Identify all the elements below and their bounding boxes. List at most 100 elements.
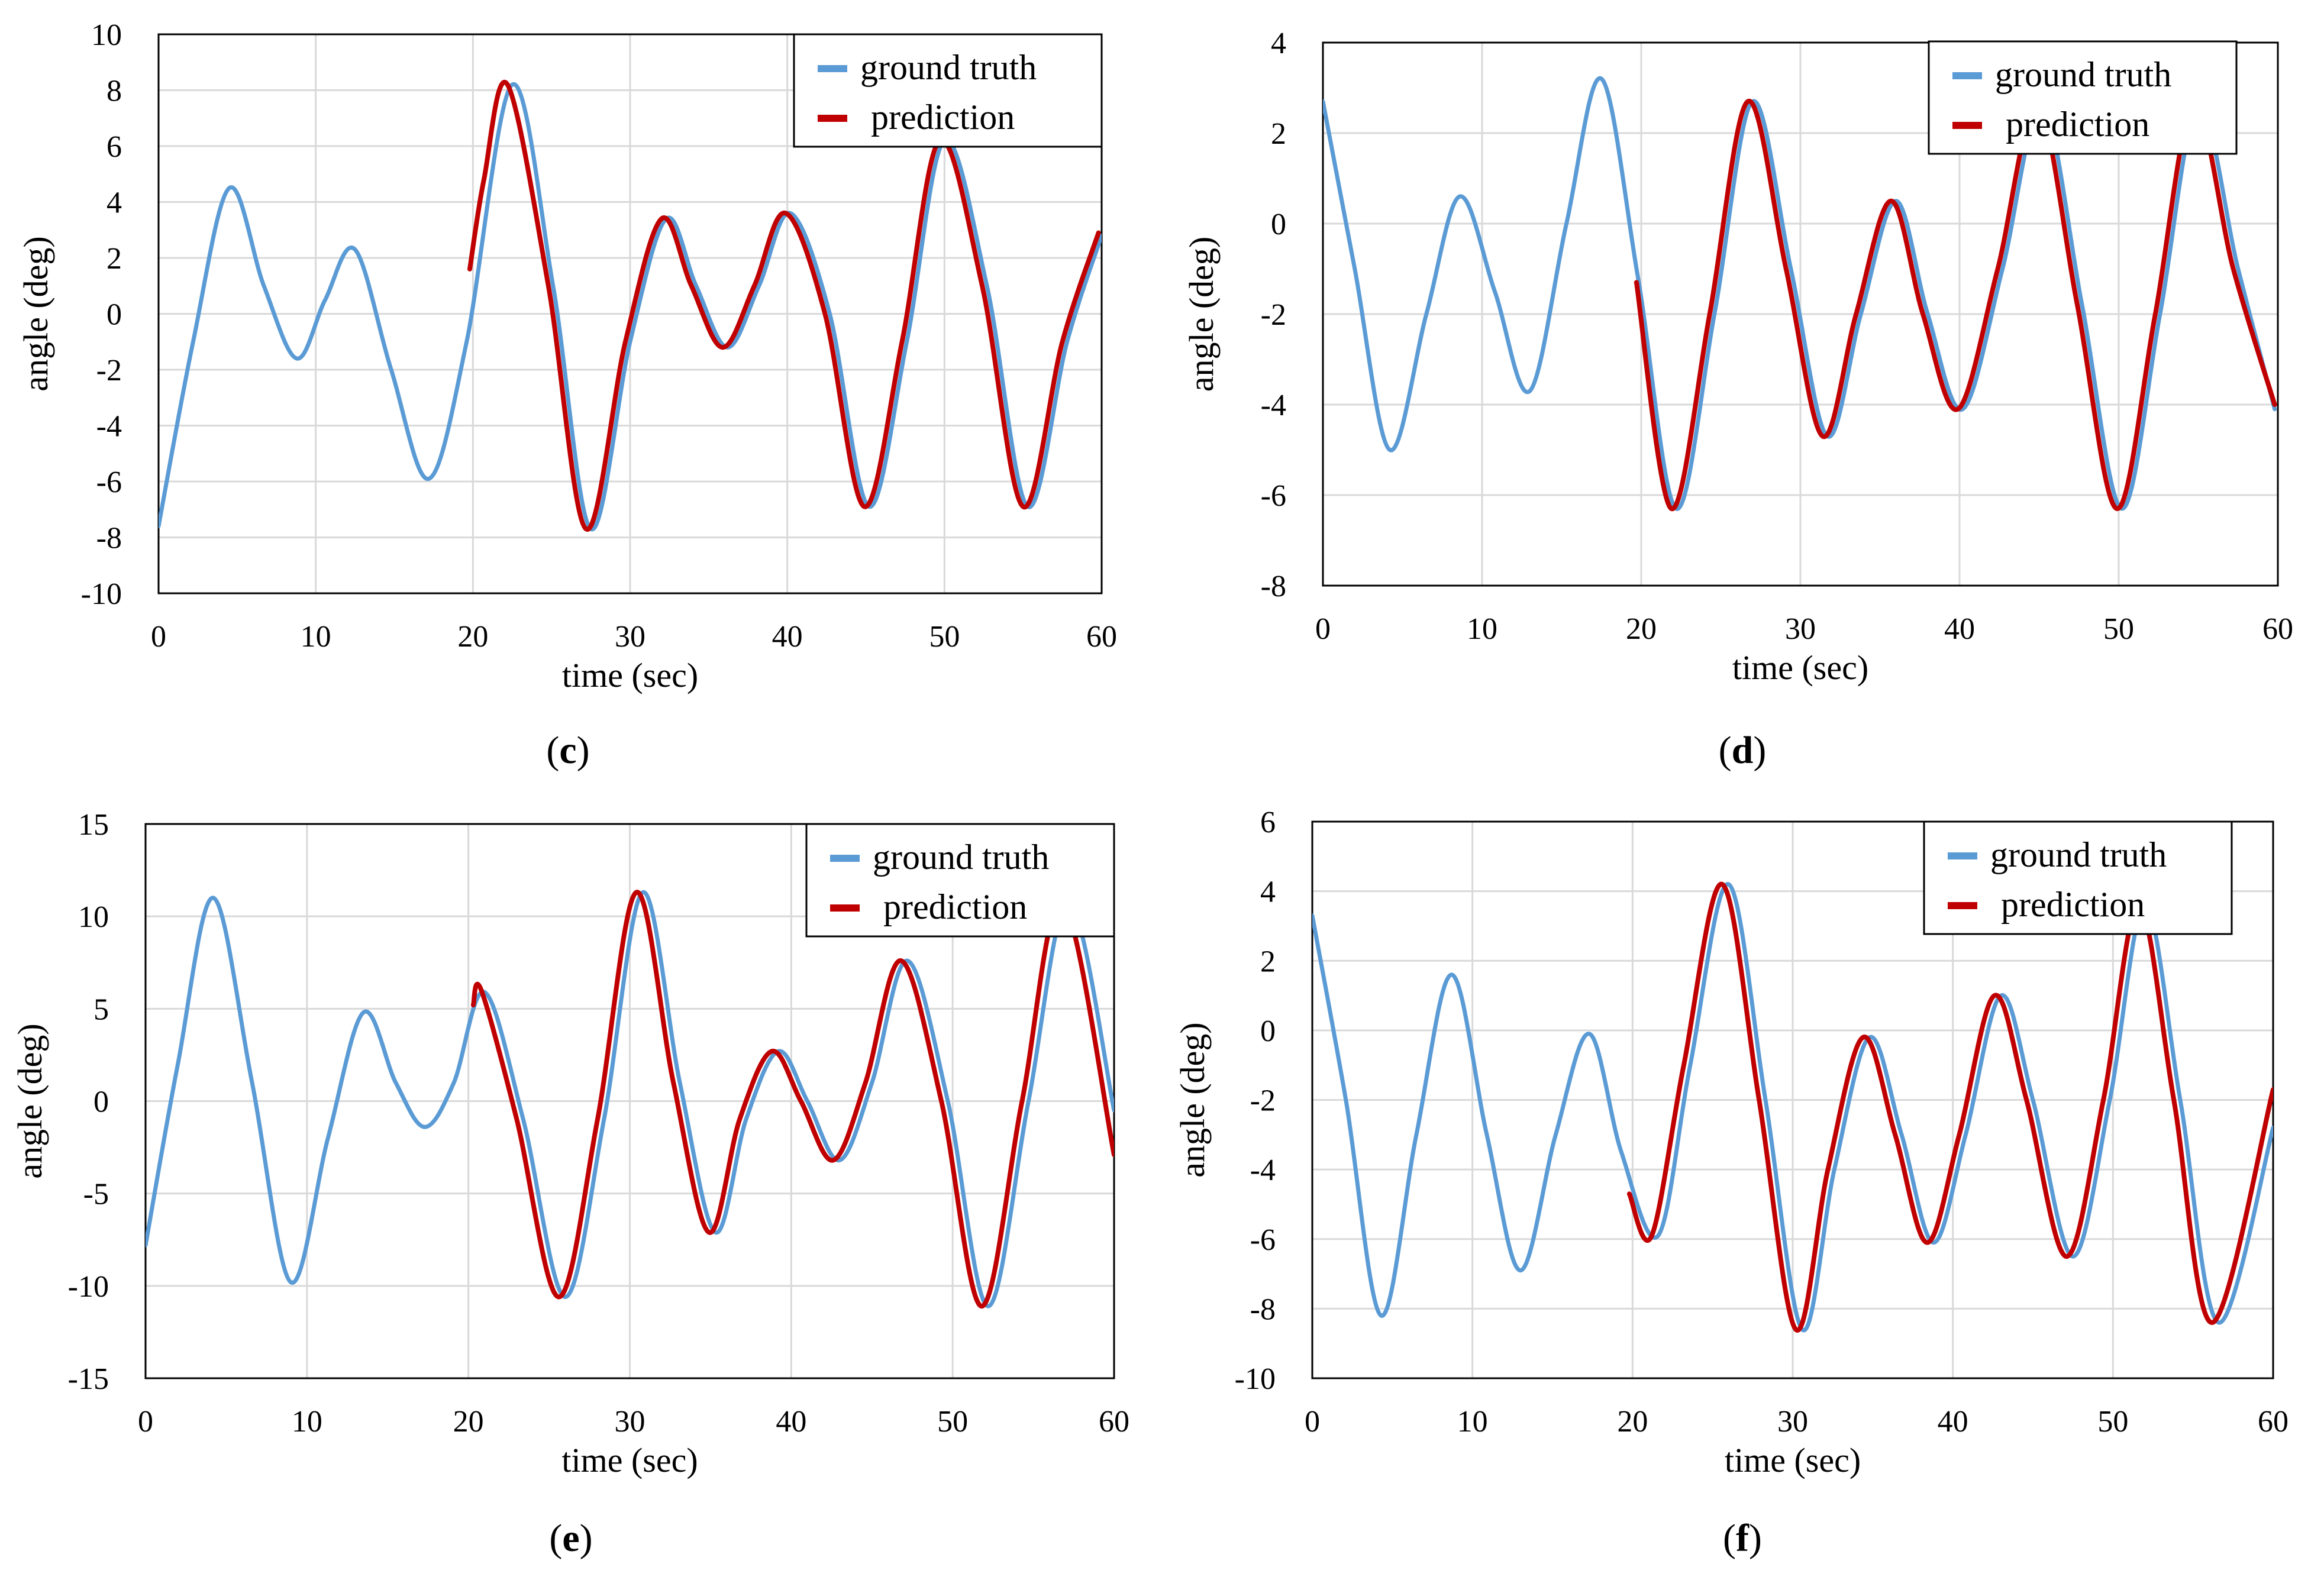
y-tick-label: 4 [106,186,122,220]
x-tick-label: 30 [615,1405,645,1439]
x-tick-label: 10 [1457,1405,1488,1439]
plot-border [1322,41,2279,587]
plot-border [157,33,1103,594]
y-tick-label: -2 [96,354,122,387]
legend-label: ground truth [860,48,1037,87]
y-tick-label: -6 [1261,479,1286,513]
legend-box [805,823,1115,938]
caption-paren-open: ( [549,1517,562,1560]
y-tick-label: 2 [1260,945,1276,978]
legend-label: prediction [2006,105,2149,144]
y-tick-label: 4 [1271,27,1286,60]
x-tick-label: 0 [1315,612,1331,646]
y-axis-title: angle (deg) [1182,237,1221,392]
x-tick-label: 10 [301,620,331,654]
caption-paren-close: ) [580,1517,593,1560]
y-tick-label: -15 [68,1362,109,1396]
x-tick-label: 30 [615,620,645,654]
x-tick-label: 20 [457,620,488,654]
caption-paren-open: ( [546,729,559,772]
series-line-ground-truth [146,890,1114,1308]
x-tick-label: 20 [1626,612,1657,646]
y-tick-label: 0 [1260,1014,1276,1048]
x-tick-label: 60 [2262,612,2293,646]
x-tick-label: 40 [1938,1405,1968,1439]
y-tick-label: 4 [1260,875,1276,909]
y-tick-label: -5 [83,1178,109,1211]
x-tick-label: 20 [1617,1405,1648,1439]
x-tick-label: 0 [151,620,166,654]
panel-caption: (f) [1723,1517,1762,1560]
y-tick-label: -4 [1261,389,1286,422]
legend-label: prediction [2001,885,2145,924]
caption-letter: e [562,1517,579,1560]
caption-paren-close: ) [577,729,590,772]
series-line-prediction [1626,881,2273,1333]
y-tick-label: -2 [1250,1084,1276,1118]
caption-paren-open: ( [1719,729,1732,772]
legend-label: ground truth [1995,55,2171,94]
y-tick-label: -10 [81,577,122,611]
x-tick-label: 10 [292,1405,322,1439]
x-tick-label: 10 [1467,612,1497,646]
y-tick-label: -2 [1261,298,1286,332]
y-tick-label: 10 [91,18,122,52]
x-tick-label: 30 [1777,1405,1808,1439]
legend-box [1923,820,2233,935]
legend-label: prediction [871,98,1015,137]
x-tick-label: 50 [2097,1405,2128,1439]
caption-letter: d [1732,729,1754,772]
y-axis-title: angle (deg) [1173,1022,1212,1177]
panel-caption: (e) [549,1517,592,1560]
x-tick-label: 50 [2103,612,2134,646]
y-tick-label: -10 [68,1270,109,1304]
x-axis-title: time (sec) [561,1441,698,1479]
y-tick-label: -8 [1261,570,1286,603]
series-line-ground-truth [1323,76,2277,511]
y-tick-label: 2 [1271,117,1286,151]
caption-paren-close: ) [1749,1517,1762,1560]
y-tick-label: 6 [1260,806,1276,839]
y-tick-label: -8 [96,522,122,555]
chart-panel-c: -10 -8 -6 -4 -2 0 2 4 6 8 10 0 10 20 30 40 50 60 time (sec… [17,18,1117,772]
x-axis-title: time (sec) [1725,1441,1861,1479]
y-tick-label: -6 [1250,1223,1276,1257]
y-tick-label: 0 [106,298,122,332]
caption-letter: f [1736,1517,1750,1560]
series-line-prediction [470,890,1114,1309]
caption-letter: c [559,729,576,772]
y-tick-label: -6 [96,466,122,499]
y-tick-label: 0 [1271,208,1286,241]
x-tick-label: 0 [138,1405,153,1439]
chart-panel-e: -15 -10 -5 0 5 10 15 0 10 20 30 40 50 60 time (sec) ang… [11,808,1129,1560]
x-tick-label: 30 [1785,612,1816,646]
legend-box [1928,40,2238,155]
series-line-prediction [467,80,1101,532]
y-tick-label: 6 [106,130,122,164]
panel-caption: (c) [546,729,589,772]
series-line-prediction [1634,99,2277,511]
y-tick-label: -10 [1235,1362,1276,1396]
legend-label: ground truth [873,838,1049,877]
plot-border [1311,820,2274,1379]
y-tick-label: 15 [78,808,109,842]
x-tick-label: 50 [929,620,960,654]
x-axis-title: time (sec) [1732,648,1868,687]
y-axis-title: angle (deg) [11,1023,49,1178]
y-tick-label: -4 [1250,1153,1276,1187]
x-tick-label: 40 [776,1405,806,1439]
legend-label: ground truth [1990,835,2167,874]
x-tick-label: 40 [772,620,803,654]
y-tick-label: 5 [93,993,109,1026]
caption-paren-close: ) [1753,729,1766,772]
legend: ground truth prediction [793,33,1103,148]
legend-label: prediction [883,887,1027,926]
x-axis-title: time (sec) [562,656,698,694]
y-tick-label: -4 [96,410,122,444]
y-tick-label: 8 [106,75,122,108]
panel-caption: (d) [1719,729,1767,772]
y-tick-label: 10 [78,900,109,934]
legend: ground truth prediction [1923,820,2233,935]
